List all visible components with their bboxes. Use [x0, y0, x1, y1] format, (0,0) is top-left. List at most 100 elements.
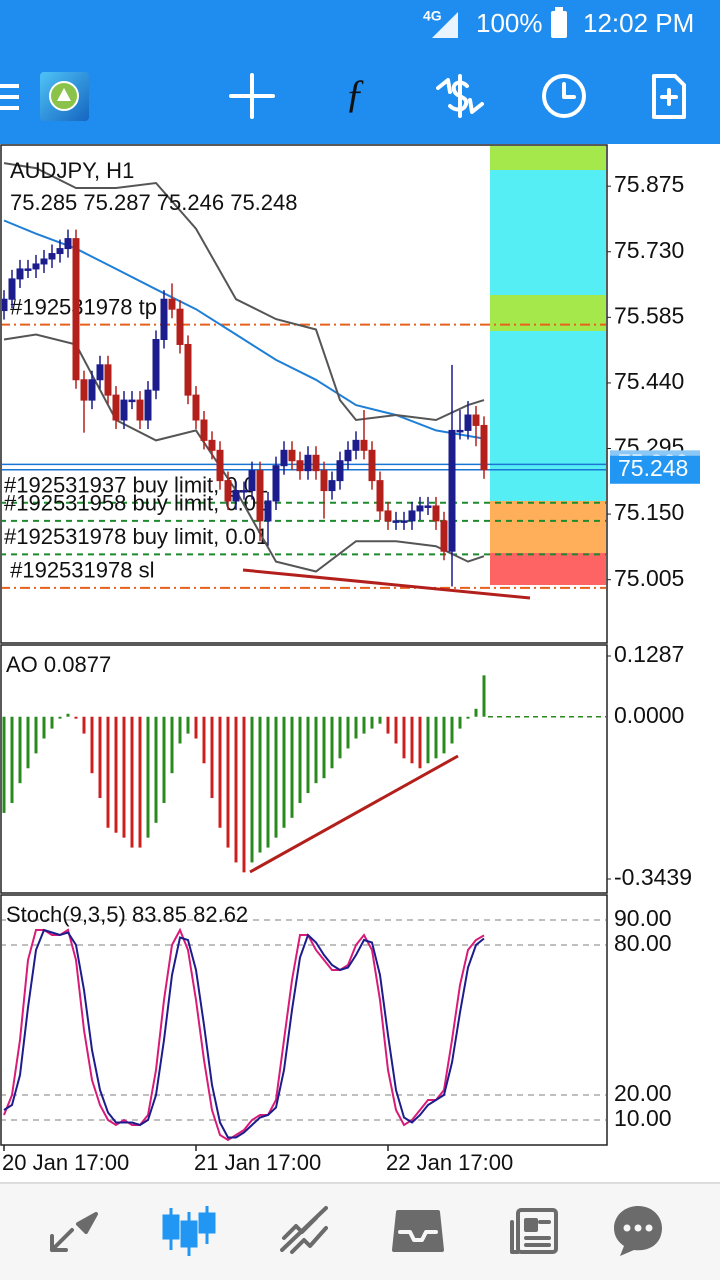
candle-body: [104, 364, 112, 396]
stoch-line: [3, 927, 485, 1142]
candle-body: [432, 505, 440, 522]
ao-bar: [226, 716, 230, 848]
ao-bar: [10, 716, 14, 803]
ao-bar: [114, 716, 118, 833]
candle-body: [16, 268, 24, 280]
chart-tab[interactable]: [162, 1206, 216, 1256]
time-axis: 20 Jan 17:00 21 Jan 17:00 22 Jan 17:00: [2, 1145, 513, 1175]
price-tag-label: 75.248: [618, 455, 688, 481]
ao-bar: [282, 716, 286, 828]
candle-body: [192, 394, 200, 421]
symbol: AUDJPY, H1: [10, 158, 134, 183]
candle-body: [368, 449, 376, 482]
ao-bar: [386, 716, 390, 734]
chat-tab[interactable]: [614, 1206, 662, 1256]
candle-body: [464, 414, 472, 431]
ao-bar: [170, 716, 174, 774]
stoch-title: Stoch(9,3,5) 83.85 82.62: [6, 902, 248, 927]
trend-line: [242, 568, 531, 600]
quote: 75.285 75.287 75.246 75.248: [10, 190, 298, 215]
y-tick-label: 75.440: [614, 368, 684, 394]
candle-body: [296, 460, 304, 472]
candle-body: [360, 439, 368, 451]
quotes-tab[interactable]: [50, 1212, 98, 1252]
app-logo: [40, 72, 89, 121]
ao-bar: [18, 716, 22, 784]
y-tick-label: 75.730: [614, 237, 684, 263]
crosshair-button[interactable]: [229, 73, 275, 119]
ao-bar: [242, 716, 246, 873]
battery-cap: [555, 7, 563, 12]
candle-body: [408, 510, 416, 522]
candle-body: [264, 500, 272, 522]
indicator-line: [3, 333, 485, 573]
candle-body: [112, 394, 120, 421]
y-tick-label: 20.00: [614, 1080, 672, 1106]
ao-panel: [0, 644, 608, 894]
ao-axis: 0.1287 0.0000 -0.3439: [488, 641, 692, 890]
y-tick-label: 80.00: [614, 930, 672, 956]
ao-bar: [34, 716, 38, 754]
ao-bar: [458, 716, 462, 729]
candle-body: [400, 520, 408, 523]
candle-body: [8, 278, 16, 300]
ao-bar: [122, 716, 126, 838]
candle-body: [120, 399, 128, 421]
x-tick-label: 22 Jan 17:00: [386, 1150, 513, 1175]
battery-icon: [551, 11, 567, 38]
candle-body: [208, 439, 216, 451]
ao-bar: [26, 716, 30, 769]
candle-body: [456, 429, 464, 433]
ao-bar: [218, 716, 222, 828]
candle-body: [336, 460, 344, 482]
candle-body: [320, 470, 328, 492]
y-tick-label: 0.1287: [614, 641, 684, 667]
candle-body: [232, 490, 240, 502]
candle-body: [272, 465, 280, 502]
ao-bar: [346, 716, 350, 749]
ao-plot: [2, 675, 486, 873]
ao-bar: [330, 716, 334, 769]
period-button[interactable]: [542, 74, 586, 118]
candle-body: [168, 298, 176, 310]
y-tick-label: 10.00: [614, 1105, 672, 1131]
stoch-line: [3, 928, 485, 1139]
y-tick-label: 75.005: [614, 565, 684, 591]
trade-tab[interactable]: [280, 1206, 328, 1254]
ao-bar: [482, 675, 486, 717]
ao-bar: [154, 716, 158, 823]
x-tick-label: 20 Jan 17:00: [2, 1150, 129, 1175]
candle-body: [176, 308, 184, 345]
ao-bar: [370, 716, 374, 729]
ao-bar: [138, 716, 142, 848]
ao-bar: [314, 716, 318, 784]
battery-level: 100%: [476, 8, 543, 38]
new-order-button[interactable]: [652, 74, 686, 119]
ao-bar: [402, 716, 406, 759]
order-label: #192531958 buy limit, 0.01: [4, 491, 268, 516]
candle-body: [216, 449, 224, 482]
candle-body: [96, 364, 104, 381]
zones: [490, 146, 606, 585]
history-tab[interactable]: [392, 1210, 444, 1252]
news-tab[interactable]: [510, 1208, 558, 1254]
candle-body: [64, 238, 72, 250]
order-label: #192531978 buy limit, 0.01: [4, 524, 268, 549]
candle-body: [304, 454, 312, 472]
y-tick-label: 75.875: [614, 171, 684, 197]
indicators-button[interactable]: ƒ: [345, 71, 365, 116]
ao-bar: [266, 716, 270, 848]
price-panel: [0, 144, 608, 644]
candle-body: [288, 449, 296, 462]
menu-button[interactable]: [0, 84, 19, 110]
price-tag: [610, 455, 700, 484]
ao-bar: [50, 716, 54, 729]
y-tick-label: 0.0000: [614, 702, 684, 728]
candle-body: [72, 238, 80, 381]
trade-button[interactable]: [436, 74, 484, 118]
candle-body: [88, 379, 96, 401]
ao-title: AO 0.0877: [6, 652, 111, 677]
